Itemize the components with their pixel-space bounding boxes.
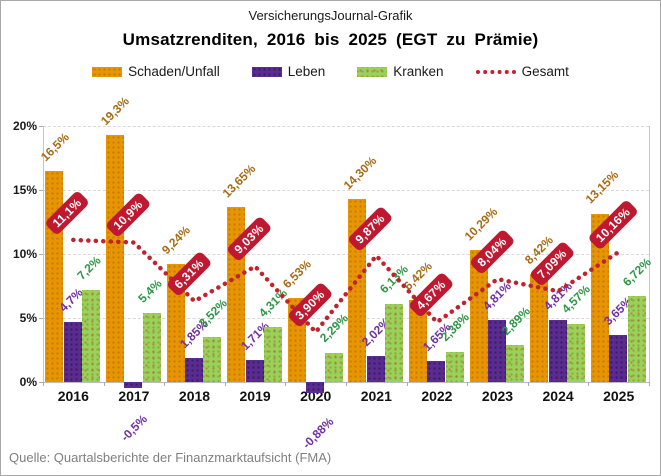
bar-schaden-unfall-2022 [408,299,427,382]
x-tick-label-2025: 2025 [603,388,635,404]
x-tick [527,382,529,386]
legend-label-schaden-unfall: Schaden/Unfall [128,64,220,79]
bar-label-leben-2020: -0,88% [299,414,336,452]
x-tick [224,382,226,386]
legend-label-kranken: Kranken [393,64,444,79]
x-tick-label-2016: 2016 [57,388,89,404]
legend-item-kranken: Kranken [357,64,444,79]
y-tick [39,190,43,191]
bar-schaden-unfall-2017 [105,134,124,382]
x-tick [103,382,105,386]
bar-kranken-2023 [506,345,525,382]
legend-swatch-leben [251,66,282,77]
gesamt-line [71,237,621,336]
y-tick-label: 20% [12,119,37,133]
x-tick-label-2017: 2017 [118,388,150,404]
bar-kranken-2017 [142,312,161,382]
bar-leben-2019 [245,360,264,382]
bar-leben-2016 [63,321,82,382]
x-tick [406,382,408,386]
bar-leben-2018 [184,358,203,382]
legend-swatch-schaden-unfall [92,66,123,77]
x-tick-label-2023: 2023 [481,388,514,404]
y-tick [39,318,43,319]
bar-kranken-2020 [324,352,343,382]
bar-kranken-2016 [82,289,101,382]
bar-schaden-unfall-2025 [590,213,609,382]
y-tick [39,254,43,255]
bar-label-schaden-unfall-2017: 19,3% [98,93,133,128]
legend-item-schaden-unfall: Schaden/Unfall [92,64,220,79]
x-tick [467,382,469,386]
source-note: Quelle: Quartalsberichte der Finanzmarkt… [9,450,332,465]
legend-item-leben: Leben [251,64,326,79]
right-axis-line [649,126,650,382]
x-tick-label-2024: 2024 [542,388,574,404]
legend: Schaden/Unfall Leben Kranken Gesamt [1,64,660,79]
x-tick [346,382,347,386]
legend-item-gesamt: Gesamt [475,64,569,79]
chart-title: Umsatzrenditen, 2016 bis 2025 (EGT zu Pr… [122,30,539,49]
gridline-20% [43,126,649,127]
x-tick [43,382,44,386]
y-tick [39,382,43,383]
branding-text: VersicherungsJournal-Grafik [248,8,413,23]
bar-leben-2024 [548,320,567,382]
x-tick-label-2022: 2022 [421,388,453,404]
gridline-15% [43,190,649,191]
x-tick-label-2021: 2021 [360,388,392,404]
bar-kranken-2025 [627,295,646,382]
bar-kranken-2022 [445,351,464,382]
y-axis-line [43,126,44,382]
y-tick-label: 0% [19,375,37,389]
gridline-10% [43,254,649,255]
x-tick [588,382,590,386]
bar-kranken-2019 [263,326,282,382]
legend-label-gesamt: Gesamt [521,64,569,79]
x-tick [649,382,650,386]
gridline-5% [43,318,649,319]
legend-swatch-kranken [357,66,388,77]
x-tick-label-2019: 2019 [239,388,271,404]
x-tick-label-2018: 2018 [178,388,211,404]
bar-kranken-2018 [203,336,222,382]
y-tick-label: 15% [12,183,37,197]
legend-swatch-gesamt [475,69,516,74]
bar-leben-2017 [124,382,143,389]
bar-schaden-unfall-2023 [469,250,488,382]
bar-kranken-2024 [566,323,585,382]
y-tick-label: 10% [12,247,37,261]
bar-leben-2022 [427,360,446,382]
bar-kranken-2021 [385,303,404,382]
bar-schaden-unfall-2024 [530,274,549,382]
bar-leben-2020 [306,382,325,394]
y-tick [39,126,43,127]
bar-label-leben-2017: -0,5% [117,412,150,445]
x-tick [164,382,166,386]
y-tick-label: 5% [19,311,37,325]
bar-leben-2023 [487,320,506,382]
legend-label-leben: Leben [287,64,326,79]
bar-leben-2021 [366,356,385,382]
bar-leben-2025 [609,335,628,382]
x-tick [285,382,287,386]
